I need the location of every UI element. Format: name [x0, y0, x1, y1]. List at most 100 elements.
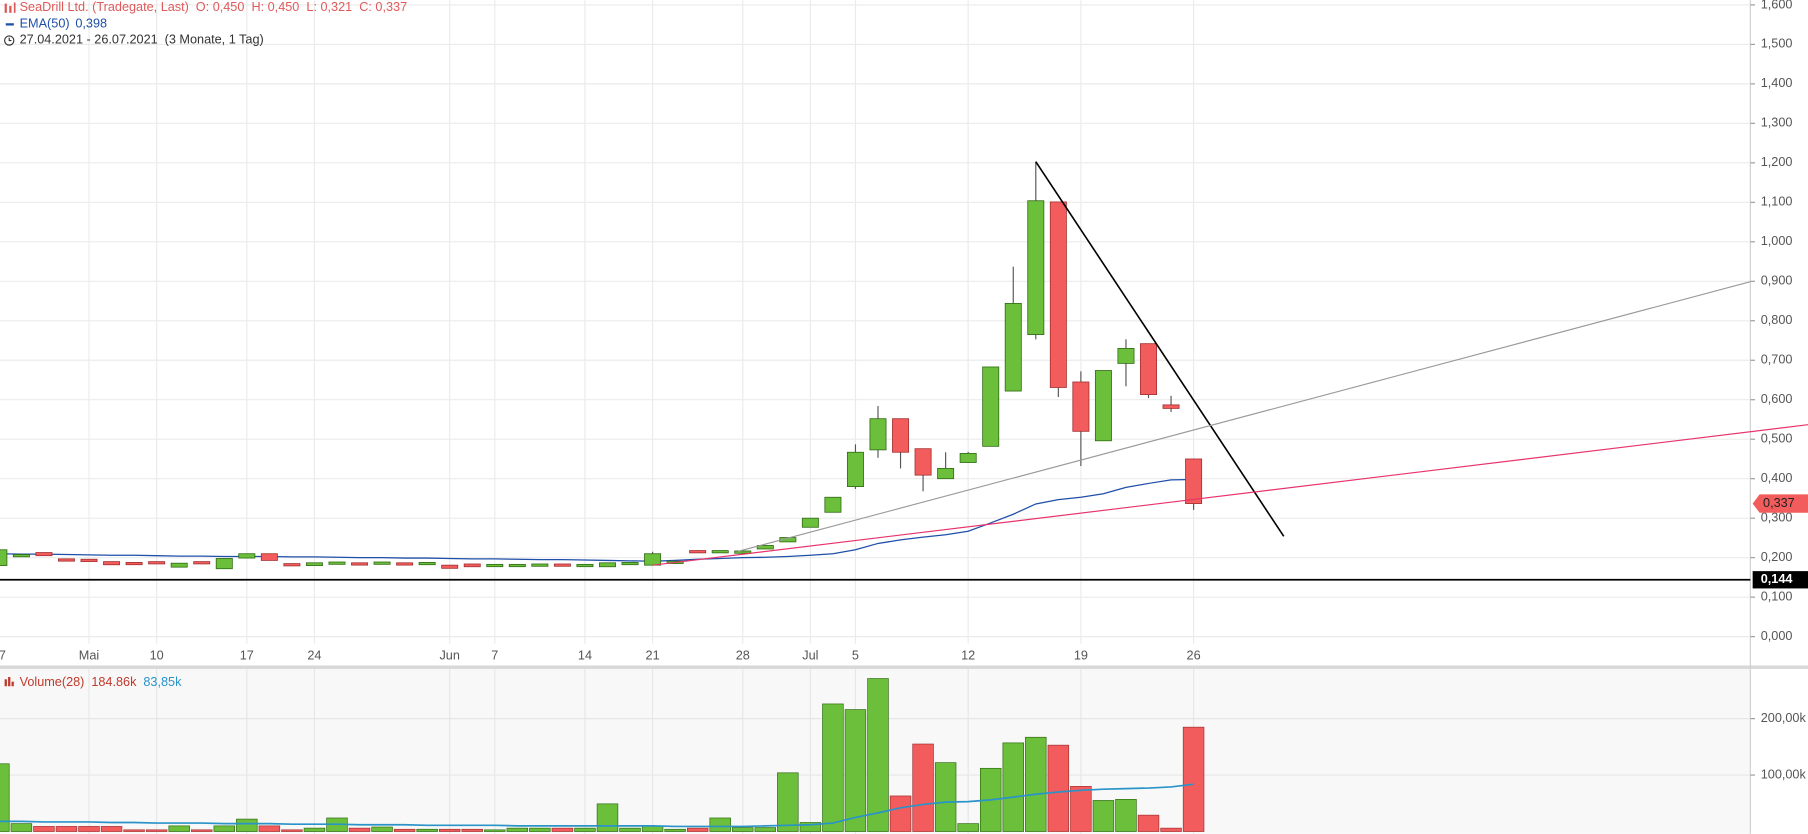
- ema-legend: EMA(50) 0,398: [20, 17, 107, 31]
- volume-bar: [732, 827, 754, 832]
- x-tick-label: 26: [1187, 649, 1201, 663]
- volume-bar: [348, 827, 371, 832]
- candle-body: [846, 451, 864, 487]
- candle-body: [1027, 200, 1045, 335]
- volume-bar: [822, 703, 844, 832]
- volume-bar: [754, 827, 777, 832]
- x-tick-label: Mai: [79, 649, 99, 663]
- y-tick-label: 0,600: [1761, 392, 1793, 406]
- candle-body: [711, 550, 729, 554]
- y-tick-label: 1,400: [1761, 76, 1793, 90]
- candle-body: [463, 563, 481, 568]
- candle-body: [553, 563, 571, 567]
- y-tick-label: 1,600: [1761, 0, 1793, 11]
- candle-body: [305, 562, 323, 566]
- candle-body: [170, 562, 188, 568]
- volume-bar: [777, 772, 799, 832]
- candle-body: [193, 561, 211, 565]
- x-tick-label: 28: [736, 649, 750, 663]
- candle-body: [215, 558, 233, 570]
- volume-legend: Volume(28) 184.86k 83,85k: [20, 675, 182, 689]
- volume-bar: [1137, 814, 1160, 832]
- volume-bar: [1002, 742, 1024, 832]
- last-price-tag: 0,337: [1763, 496, 1795, 510]
- y-tick-label: 1,300: [1761, 116, 1793, 130]
- candle-body: [959, 453, 977, 463]
- y-tick-label: 0,300: [1761, 511, 1793, 525]
- volume-bar: [529, 827, 551, 832]
- title-line: SeaDrill Ltd. (Tradegate, Last) O: 0,450 …: [20, 1, 408, 15]
- y-tick-label: 1,500: [1761, 37, 1793, 51]
- x-tick-label: Jul: [802, 649, 818, 663]
- x-tick-label: 14: [578, 649, 592, 663]
- volume-bar: [1115, 799, 1137, 832]
- x-tick-label: 27: [0, 649, 6, 663]
- candle-body: [508, 563, 526, 568]
- candle-body: [148, 561, 166, 565]
- volume-bar: [236, 818, 258, 832]
- candle-body: [1004, 302, 1022, 392]
- chart-title: SeaDrill Ltd. (Tradegate, Last): [20, 1, 189, 15]
- volume-bar: [213, 825, 235, 832]
- volume-bar: [303, 827, 326, 832]
- candle-body: [238, 553, 256, 559]
- candle-body: [1049, 201, 1067, 388]
- last-price-tag-bg: [1752, 494, 1808, 513]
- candle-body: [486, 563, 504, 568]
- candle-body: [260, 553, 278, 561]
- candle-body: [441, 564, 459, 569]
- volume-bar: [934, 762, 957, 832]
- volume-bar: [709, 817, 731, 832]
- candle-body: [689, 550, 707, 554]
- candle-body: [531, 563, 549, 567]
- volume-ma-value: 83,85k: [143, 675, 182, 689]
- ema-name: EMA(50): [20, 17, 70, 31]
- volume-bar: [574, 827, 596, 832]
- candle-body: [644, 553, 662, 566]
- candle-body: [1140, 343, 1157, 396]
- candle-body: [396, 562, 414, 566]
- y-tick-label: 0,900: [1761, 274, 1793, 288]
- volume-bar: [686, 827, 709, 832]
- candle-body: [914, 448, 932, 476]
- candle-body: [734, 550, 752, 554]
- title-icon: [4, 2, 16, 13]
- ema-line: [0, 478, 1194, 562]
- volume-bar: [0, 763, 10, 832]
- candle-body: [283, 563, 301, 567]
- candle-body: [621, 561, 639, 566]
- candle-body: [328, 561, 346, 565]
- ema-value: 0,398: [75, 17, 107, 31]
- candle-body: [80, 558, 98, 562]
- volume-bar: [619, 827, 641, 832]
- candle-body: [869, 418, 887, 451]
- y-tick-label: 0,200: [1761, 550, 1793, 564]
- x-tick-label: 24: [307, 649, 321, 663]
- volume-y-tick-label: 100,00k: [1761, 767, 1807, 781]
- candle-body: [576, 563, 594, 568]
- legend: SeaDrill Ltd. (Tradegate, Last) O: 0,450 …: [4, 1, 408, 689]
- x-tick-label: 17: [240, 649, 254, 663]
- candle-body: [1094, 370, 1112, 442]
- x-tick-label: 10: [150, 649, 164, 663]
- volume-bar: [438, 828, 461, 832]
- x-tick-label: 12: [961, 649, 975, 663]
- volume-bar: [912, 743, 934, 832]
- volume-bar: [596, 803, 619, 832]
- period: (3 Monate, 1 Tag): [165, 33, 264, 47]
- volume-name: Volume(28): [20, 675, 85, 689]
- volume-bar: [168, 825, 190, 832]
- candle-body: [125, 561, 143, 566]
- ohlc-text: O: 0,450 H: 0,450 L: 0,321 C: 0,337: [196, 1, 407, 15]
- trendline: [738, 281, 1751, 552]
- volume-bar: [55, 826, 78, 832]
- volume-bar: [10, 823, 33, 832]
- x-tick-label: Jun: [439, 649, 459, 663]
- candle-body: [599, 562, 616, 568]
- volume-bar: [191, 829, 213, 832]
- volume-bar: [416, 828, 438, 832]
- x-tick-label: 19: [1074, 649, 1088, 663]
- volume-bar: [484, 829, 506, 832]
